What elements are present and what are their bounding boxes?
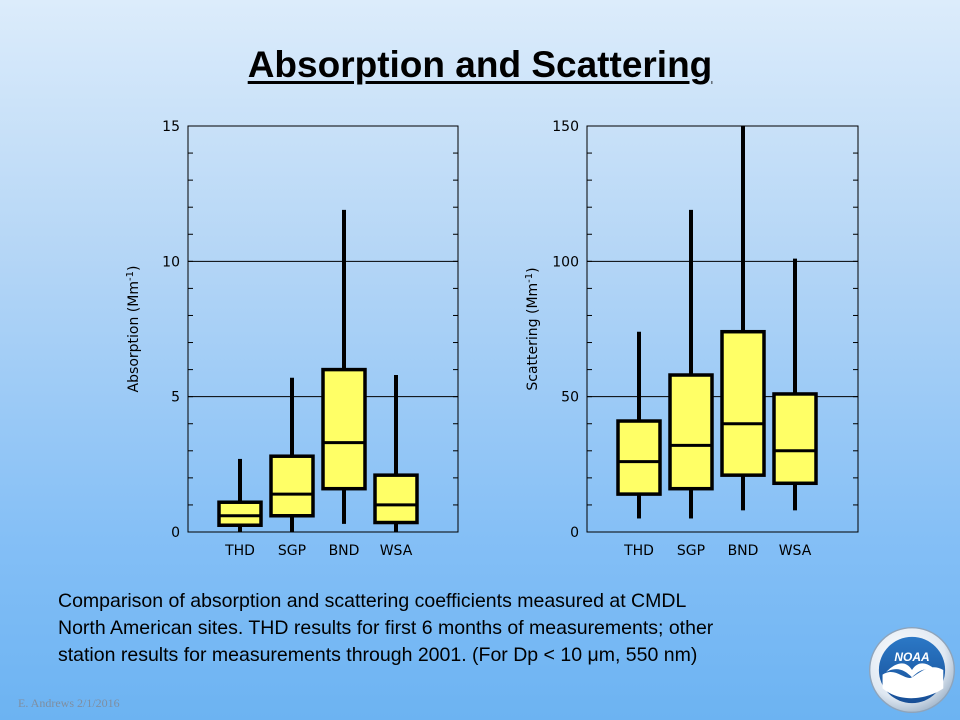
x-category-label: SGP: [278, 543, 306, 559]
box-sgp: [668, 209, 714, 519]
caption-line-1: Comparison of absorption and scattering …: [58, 590, 687, 612]
plot-frame: [187, 125, 459, 533]
footer-author-date: E. Andrews 2/1/2016: [18, 696, 120, 710]
y-tick-label: 50: [561, 390, 579, 406]
iqr-box: [217, 500, 263, 527]
y-tick-label: 10: [162, 254, 180, 270]
iqr-box: [373, 473, 419, 525]
iqr-box: [321, 367, 367, 491]
y-tick-label: 100: [552, 254, 579, 270]
y-tick-label: 150: [552, 119, 579, 135]
absorption-chart: 0 5 10 15 Absorption (Mm-1) THD SGP BND WSA: [125, 119, 459, 559]
iqr-box: [772, 392, 818, 486]
box-wsa: [772, 258, 818, 511]
x-category-label: BND: [329, 543, 360, 559]
box-thd: [217, 458, 263, 532]
y-axis-label: Scattering (Mm-1): [524, 267, 541, 390]
box-sgp: [269, 377, 315, 532]
x-category-label: THD: [224, 543, 255, 559]
box-bnd: [720, 126, 766, 511]
x-category-label: THD: [623, 543, 654, 559]
slide-title: Absorption and Scattering: [247, 44, 713, 85]
x-category-label: WSA: [779, 543, 812, 559]
caption-line-2: North American sites. THD results for fi…: [58, 617, 714, 639]
iqr-box: [269, 454, 315, 518]
x-category-label: SGP: [677, 543, 705, 559]
caption-line-3: station results for measurements through…: [58, 644, 698, 666]
box-bnd: [321, 209, 367, 524]
box-thd: [616, 331, 662, 519]
x-category-label: BND: [728, 543, 759, 559]
x-category-label: WSA: [380, 543, 413, 559]
logo-text: NOAA: [894, 650, 929, 664]
y-axis-label: Absorption (Mm-1): [125, 266, 142, 393]
noaa-logo-icon: NOAA: [868, 626, 956, 714]
y-tick-label: 5: [171, 390, 180, 406]
iqr-box: [668, 373, 714, 491]
plot-frame: [586, 125, 859, 533]
caption: Comparison of absorption and scattering …: [58, 588, 888, 669]
y-tick-label: 15: [162, 119, 180, 135]
scattering-chart: 0 50 100 150 Scattering (Mm-1) THD SGP BND WSA: [524, 119, 859, 559]
box-wsa: [373, 375, 419, 532]
iqr-box: [616, 419, 662, 496]
y-tick-label: 0: [570, 525, 579, 541]
y-tick-label: 0: [171, 525, 180, 541]
iqr-box: [720, 329, 766, 477]
